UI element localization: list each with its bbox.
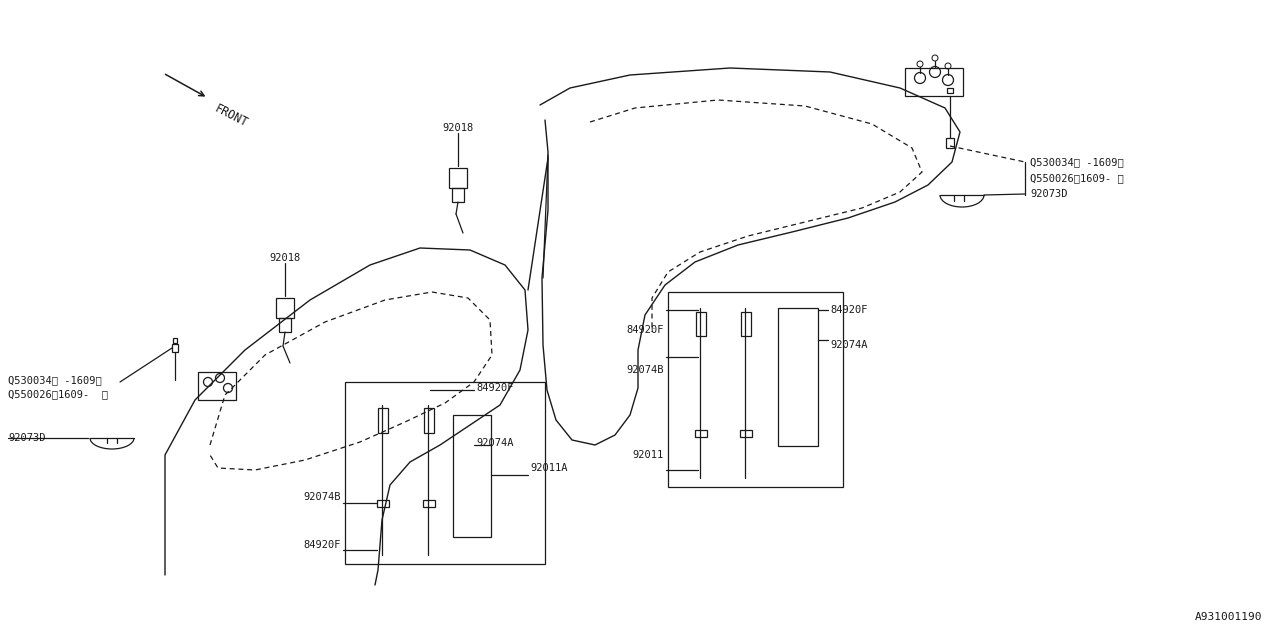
Text: Q550026（1609-  ）: Q550026（1609- ） (8, 389, 108, 399)
Bar (173, 338, 177, 343)
Text: 92074B: 92074B (626, 365, 664, 375)
Bar (778, 308, 818, 446)
Text: 84920F: 84920F (626, 325, 664, 335)
Text: 84920F: 84920F (476, 383, 513, 393)
Bar (378, 500, 389, 507)
Text: 92074A: 92074A (829, 340, 868, 350)
Text: 84920F: 84920F (303, 540, 340, 550)
Bar (946, 138, 954, 148)
Bar (346, 382, 545, 564)
Bar (424, 408, 434, 433)
Bar (696, 312, 707, 336)
Bar (276, 298, 294, 318)
Bar (695, 430, 707, 437)
Bar (740, 430, 753, 437)
Bar (905, 68, 963, 96)
Bar (947, 88, 954, 93)
Text: 92011: 92011 (632, 450, 664, 460)
Text: FRONT: FRONT (212, 102, 250, 130)
Bar (452, 188, 465, 202)
Bar (741, 312, 751, 336)
Bar (279, 318, 291, 332)
Text: A931001190: A931001190 (1194, 612, 1262, 622)
Bar (172, 344, 178, 352)
Text: 92011A: 92011A (530, 463, 567, 473)
Bar (378, 408, 388, 433)
Bar (198, 372, 236, 400)
Text: 92074B: 92074B (303, 492, 340, 502)
Text: 92074A: 92074A (476, 438, 513, 448)
Text: 92018: 92018 (269, 253, 301, 263)
Text: Q550026（1609- ）: Q550026（1609- ） (1030, 173, 1124, 183)
Text: Q530034（ -1609）: Q530034（ -1609） (1030, 157, 1124, 167)
Text: 92018: 92018 (443, 123, 474, 133)
Bar (453, 415, 492, 537)
Text: 84920F: 84920F (829, 305, 868, 315)
Bar (668, 292, 844, 487)
Bar (422, 500, 435, 507)
Text: 92073D: 92073D (8, 433, 46, 443)
Text: 92073D: 92073D (1030, 189, 1068, 199)
Bar (449, 168, 467, 188)
Text: Q530034（ -1609）: Q530034（ -1609） (8, 375, 101, 385)
